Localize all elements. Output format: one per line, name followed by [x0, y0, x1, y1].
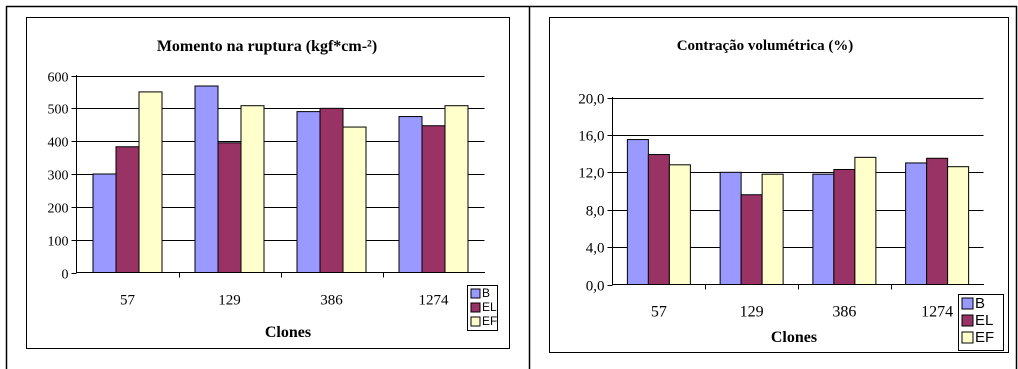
chart2-bars	[626, 139, 970, 286]
x-tick-label: 386	[320, 293, 343, 309]
legend-swatch-EF	[470, 316, 481, 327]
bar-EL-1274	[926, 157, 949, 285]
bar-B-386	[296, 111, 321, 273]
chart2-y-tick-labels: 0,0 4,0 8,0 12,0 16,0 20,0	[578, 92, 613, 295]
bar-EF-129	[240, 105, 265, 273]
bar-EL-57	[115, 146, 140, 273]
bar-EF-1274	[947, 166, 970, 285]
bar-EF-129	[761, 173, 784, 285]
legend-label-B: B	[482, 286, 490, 300]
legend-swatch-EF	[961, 331, 974, 344]
chart2-x-tick-labels: 57 129 386 1274	[651, 284, 953, 321]
y-tick-label: 4,0	[586, 241, 605, 257]
y-tick-label: 8,0	[586, 204, 605, 220]
bar-EL-386	[833, 168, 856, 285]
bar-B-1274	[398, 116, 423, 273]
chart1-bars	[92, 85, 469, 274]
bar-B-1274	[905, 162, 928, 285]
legend-swatch-B	[470, 288, 481, 299]
bar-B-57	[92, 173, 117, 273]
bar-B-129	[194, 85, 219, 273]
chart1-x-axis-label: Clones	[265, 324, 311, 341]
y-tick-label: 300	[48, 169, 69, 184]
bar-EL-386	[319, 107, 344, 274]
bar-B-57	[626, 139, 649, 285]
bar-B-386	[812, 173, 835, 285]
chart1-y-tick-labels: 0 100 200 300 400 500 600	[48, 71, 77, 283]
y-tick-label: 12,0	[578, 166, 604, 182]
legend-label-EL: EL	[975, 312, 993, 329]
bar-EF-386	[854, 156, 877, 285]
y-tick-label: 100	[48, 235, 69, 250]
x-tick-label: 386	[832, 304, 856, 321]
y-tick-label: 500	[48, 103, 69, 118]
bar-EF-57	[668, 164, 691, 286]
bar-EF-386	[342, 126, 367, 273]
x-tick-label: 1274	[419, 293, 450, 309]
y-tick-label: 16,0	[578, 129, 604, 145]
y-tick-label: 600	[48, 71, 69, 86]
legend-swatch-EL	[470, 302, 481, 313]
x-tick-label: 129	[740, 304, 764, 321]
x-tick-label: 129	[218, 293, 241, 309]
legend-swatch-B	[961, 297, 974, 310]
y-tick-label: 0,0	[586, 279, 605, 295]
bar-EL-57	[647, 154, 670, 285]
bar-B-129	[719, 171, 742, 285]
legend-swatch-EL	[961, 314, 974, 327]
bar-EL-129	[740, 194, 763, 286]
legend-label-EF: EF	[975, 329, 994, 346]
chart2-x-axis-label: Clones	[771, 329, 817, 346]
y-tick-label: 20,0	[578, 92, 604, 108]
bar-EF-57	[138, 91, 163, 273]
y-tick-label: 400	[48, 136, 69, 151]
x-tick-label: 57	[651, 304, 667, 321]
x-tick-label: 1274	[921, 304, 953, 321]
legend-label-EL: EL	[482, 300, 497, 314]
legend-label-EF: EF	[482, 314, 497, 328]
bar-EL-1274	[421, 125, 446, 273]
bar-EF-1274	[444, 105, 469, 273]
bar-EL-129	[217, 142, 242, 273]
chart2-title: Contração volumétrica (%)	[677, 38, 854, 54]
x-tick-label: 57	[120, 293, 136, 309]
legend-label-B: B	[975, 295, 985, 312]
chart1-x-tick-labels: 57 129 386 1274	[120, 272, 450, 309]
chart1-title: Momento na ruptura (kgf*cm-²)	[157, 38, 377, 55]
y-tick-label: 200	[48, 202, 69, 217]
y-tick-label: 0	[62, 268, 69, 283]
